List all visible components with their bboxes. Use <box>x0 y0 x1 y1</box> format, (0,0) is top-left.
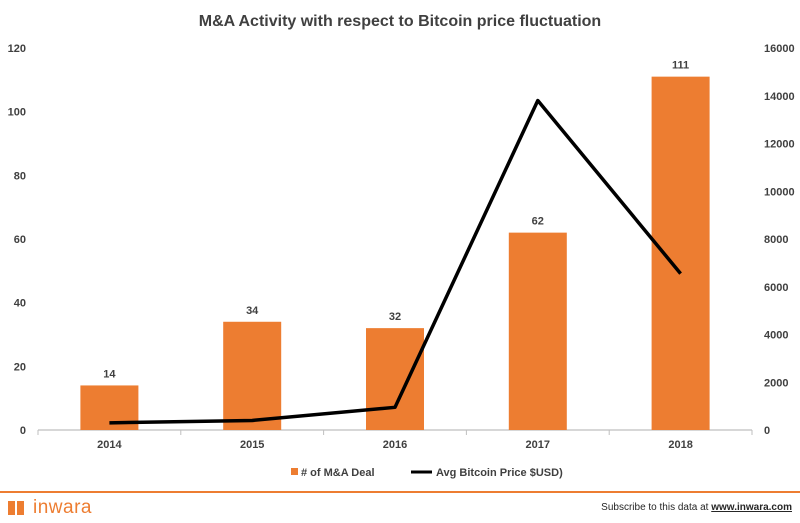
legend-bar-swatch <box>291 468 298 475</box>
subscribe-note: Subscribe to this data at www.inwara.com <box>601 502 792 513</box>
subscribe-link[interactable]: www.inwara.com <box>711 502 792 513</box>
brand-mark-icon <box>8 501 28 515</box>
y-right-tick-label: 2000 <box>764 377 788 389</box>
bar-data-label: 62 <box>532 216 544 228</box>
x-tick-label: 2017 <box>526 439 550 451</box>
y-right-tick-label: 12000 <box>764 139 795 151</box>
bar <box>508 232 567 430</box>
y-left-tick-label: 0 <box>20 425 26 437</box>
line-series <box>109 98 682 425</box>
legend-line-label: Avg Bitcoin Price $USD) <box>436 467 563 479</box>
series-line <box>109 98 682 425</box>
y-left-tick-label: 60 <box>14 234 26 246</box>
x-tick-label: 2018 <box>668 439 692 451</box>
bar-data-label: 14 <box>103 368 116 380</box>
y-right-tick-label: 10000 <box>764 186 795 198</box>
y-right-tick-label: 4000 <box>764 330 788 342</box>
bar-data-label: 34 <box>246 305 259 317</box>
y-right-tick-label: 0 <box>764 425 770 437</box>
footer-divider <box>0 491 800 493</box>
y-right-tick-label: 8000 <box>764 234 788 246</box>
x-tick-label: 2014 <box>97 439 122 451</box>
bar-data-label: 32 <box>389 311 401 323</box>
bar <box>366 328 424 430</box>
bar-series <box>80 76 710 431</box>
x-tick-label: 2015 <box>240 439 264 451</box>
axes: 2014 2015 2016 2017 2018 0 20 40 60 80 100 120 0 2000… <box>8 43 795 451</box>
y-left-tick-label: 20 <box>14 361 26 373</box>
y-right-tick-label: 6000 <box>764 282 788 294</box>
brand-logo: inwara <box>8 497 92 519</box>
chart-title: M&A Activity with respect to Bitcoin pri… <box>199 13 601 30</box>
subscribe-text: Subscribe to this data at <box>601 502 709 513</box>
y-left-tick-label: 80 <box>14 170 26 182</box>
bar-data-labels: 14 34 32 62 111 <box>103 60 689 381</box>
x-tick-label: 2016 <box>383 439 407 451</box>
y-right-tick-label: 16000 <box>764 43 795 55</box>
y-left-tick-label: 40 <box>14 298 26 310</box>
y-left-tick-label: 120 <box>8 43 26 55</box>
bar-data-label: 111 <box>672 60 689 72</box>
brand-name: inwara <box>33 497 92 518</box>
bar <box>223 321 282 430</box>
legend: # of M&A Deal Avg Bitcoin Price $USD) <box>291 467 563 479</box>
chart: M&A Activity with respect to Bitcoin pri… <box>8 13 795 479</box>
y-right-tick-label: 14000 <box>764 91 795 103</box>
bar <box>651 76 710 431</box>
legend-bar-label: # of M&A Deal <box>301 467 375 479</box>
y-left-tick-label: 100 <box>8 107 26 119</box>
